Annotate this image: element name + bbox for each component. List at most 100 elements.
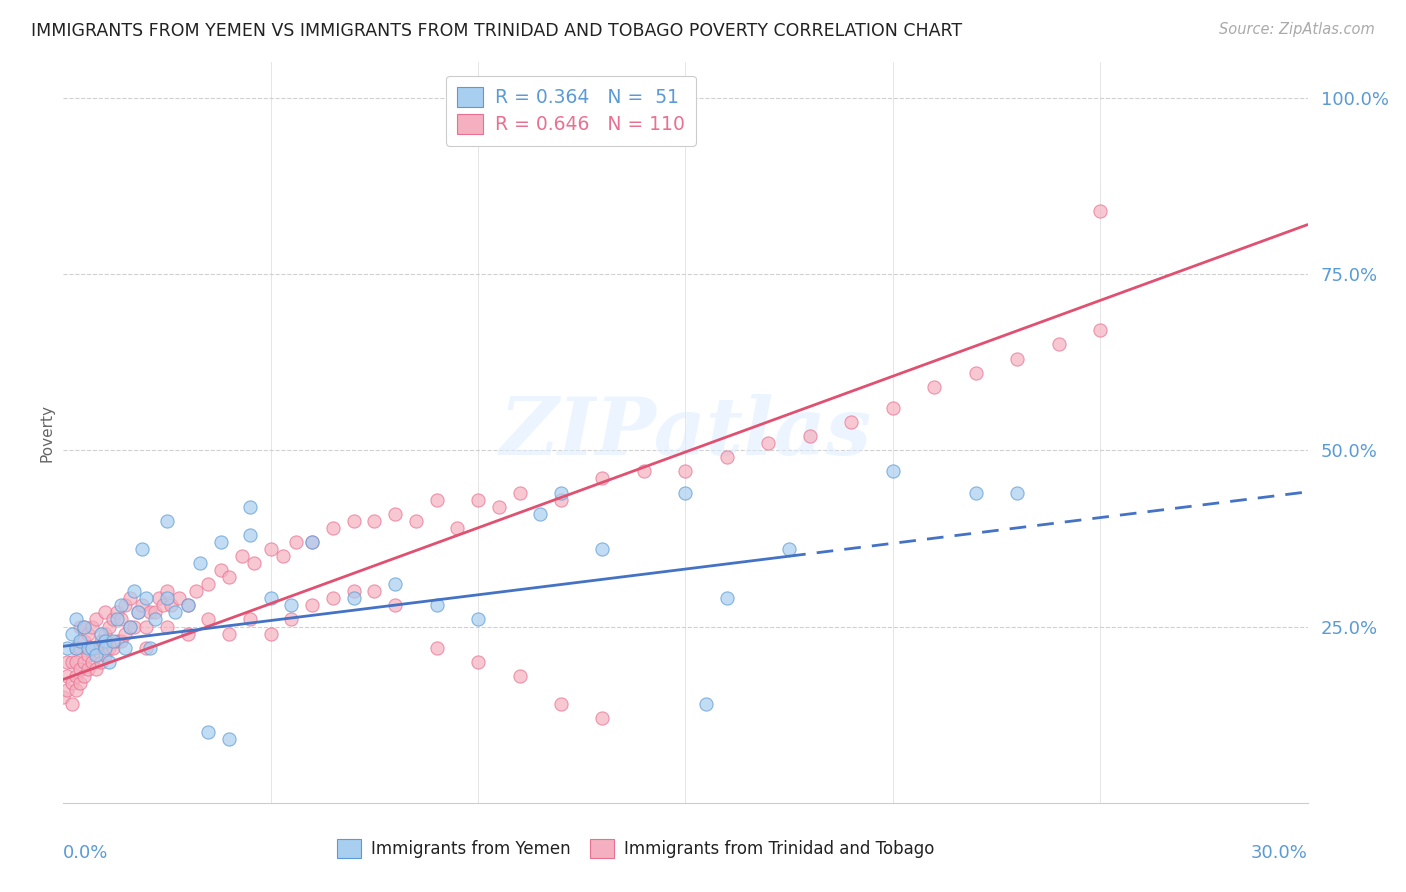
Point bbox=[363, 584, 385, 599]
Point bbox=[882, 401, 904, 415]
Text: 30.0%: 30.0% bbox=[1251, 844, 1308, 862]
Legend: Immigrants from Yemen, Immigrants from Trinidad and Tobago: Immigrants from Yemen, Immigrants from T… bbox=[330, 833, 941, 865]
Point bbox=[86, 612, 108, 626]
Point bbox=[882, 464, 904, 478]
Point bbox=[114, 626, 136, 640]
Point bbox=[101, 612, 124, 626]
Point bbox=[592, 541, 614, 556]
Point bbox=[188, 556, 211, 570]
Point bbox=[405, 514, 427, 528]
Point bbox=[77, 626, 100, 640]
Point bbox=[218, 626, 240, 640]
Point bbox=[127, 606, 149, 620]
Point bbox=[243, 556, 266, 570]
Point bbox=[239, 500, 262, 514]
Point bbox=[77, 662, 100, 676]
Point bbox=[184, 584, 207, 599]
Point bbox=[675, 464, 697, 478]
Point bbox=[93, 626, 117, 640]
Point bbox=[65, 640, 87, 655]
Point bbox=[127, 606, 149, 620]
Point bbox=[384, 507, 406, 521]
Point bbox=[1090, 203, 1112, 218]
Point bbox=[218, 570, 240, 584]
Point bbox=[592, 711, 614, 725]
Point bbox=[60, 626, 83, 640]
Point bbox=[69, 640, 91, 655]
Point bbox=[218, 732, 240, 747]
Point bbox=[90, 626, 112, 640]
Point bbox=[488, 500, 510, 514]
Text: 0.0%: 0.0% bbox=[63, 844, 108, 862]
Point bbox=[165, 606, 187, 620]
Point bbox=[231, 549, 253, 563]
Point bbox=[177, 626, 200, 640]
Point bbox=[143, 606, 166, 620]
Point bbox=[675, 485, 697, 500]
Point bbox=[343, 591, 366, 606]
Point bbox=[1047, 337, 1070, 351]
Point bbox=[118, 619, 141, 633]
Point bbox=[65, 640, 87, 655]
Point bbox=[118, 591, 141, 606]
Point bbox=[156, 619, 179, 633]
Point bbox=[343, 584, 366, 599]
Point bbox=[550, 492, 572, 507]
Point bbox=[965, 485, 987, 500]
Point bbox=[280, 599, 302, 613]
Point bbox=[73, 655, 96, 669]
Point bbox=[301, 535, 323, 549]
Point bbox=[60, 676, 83, 690]
Point bbox=[177, 599, 200, 613]
Point bbox=[122, 584, 145, 599]
Point bbox=[114, 640, 136, 655]
Point bbox=[965, 366, 987, 380]
Point bbox=[384, 599, 406, 613]
Point bbox=[56, 640, 79, 655]
Point bbox=[148, 591, 170, 606]
Point bbox=[110, 633, 132, 648]
Point bbox=[260, 591, 283, 606]
Point bbox=[260, 541, 283, 556]
Point bbox=[56, 669, 79, 683]
Point bbox=[73, 619, 96, 633]
Point bbox=[105, 612, 128, 626]
Point bbox=[169, 591, 191, 606]
Point bbox=[467, 492, 489, 507]
Point bbox=[56, 683, 79, 698]
Point bbox=[156, 591, 179, 606]
Point bbox=[209, 535, 232, 549]
Point bbox=[77, 640, 100, 655]
Point bbox=[716, 591, 738, 606]
Text: ZIPatlas: ZIPatlas bbox=[499, 394, 872, 471]
Point bbox=[758, 436, 780, 450]
Point bbox=[1007, 351, 1029, 366]
Point bbox=[97, 640, 120, 655]
Point bbox=[114, 599, 136, 613]
Point bbox=[322, 591, 344, 606]
Point bbox=[924, 380, 946, 394]
Point bbox=[82, 640, 104, 655]
Point bbox=[122, 619, 145, 633]
Text: IMMIGRANTS FROM YEMEN VS IMMIGRANTS FROM TRINIDAD AND TOBAGO POVERTY CORRELATION: IMMIGRANTS FROM YEMEN VS IMMIGRANTS FROM… bbox=[31, 22, 962, 40]
Point bbox=[73, 669, 96, 683]
Point bbox=[633, 464, 655, 478]
Point bbox=[301, 535, 323, 549]
Point bbox=[143, 612, 166, 626]
Point bbox=[284, 535, 307, 549]
Point bbox=[841, 415, 863, 429]
Point bbox=[550, 697, 572, 711]
Point bbox=[1007, 485, 1029, 500]
Point bbox=[446, 521, 468, 535]
Point bbox=[363, 514, 385, 528]
Point bbox=[60, 697, 83, 711]
Point bbox=[93, 648, 117, 662]
Point bbox=[280, 612, 302, 626]
Point bbox=[131, 599, 153, 613]
Point bbox=[97, 655, 120, 669]
Point bbox=[716, 450, 738, 465]
Point bbox=[156, 514, 179, 528]
Point bbox=[799, 429, 821, 443]
Point bbox=[93, 640, 117, 655]
Point bbox=[239, 528, 262, 542]
